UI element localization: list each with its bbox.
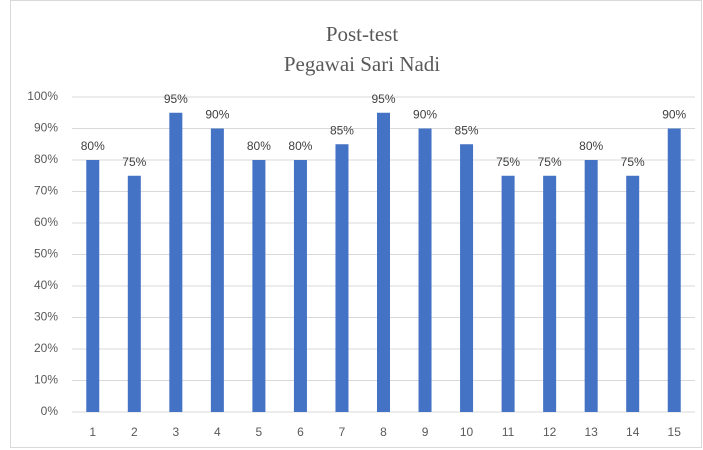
y-tick-label: 80% [34,152,58,166]
value-label: 90% [205,108,229,122]
x-tick-label: 5 [256,425,263,439]
bar [501,175,515,412]
y-tick-label: 30% [34,310,58,324]
value-label: 80% [288,139,312,153]
bar [127,175,141,412]
value-label: 75% [496,155,520,169]
y-tick-label: 90% [34,121,58,135]
x-tick-label: 13 [584,425,598,439]
value-label: 90% [662,108,686,122]
value-label: 95% [164,92,188,106]
x-tick-label: 8 [380,425,387,439]
x-tick-label: 3 [172,425,179,439]
x-tick-label: 10 [460,425,474,439]
bar [418,128,432,412]
bar [169,112,183,412]
bar [252,160,266,412]
value-label: 80% [579,139,603,153]
y-tick-label: 0% [41,404,59,418]
x-tick-label: 11 [502,425,515,439]
bar [86,160,100,412]
value-label: 75% [538,155,562,169]
bar [460,144,474,412]
x-tick-label: 14 [626,425,640,439]
x-tick-label: 1 [89,425,96,439]
value-label: 80% [81,139,105,153]
y-tick-label: 60% [34,215,58,229]
value-label: 90% [413,108,437,122]
y-tick-label: 20% [34,341,58,355]
y-tick-label: 100% [27,89,58,103]
x-tick-label: 15 [668,425,682,439]
bar [377,112,390,412]
bar [543,175,557,412]
x-tick-label: 9 [422,425,429,439]
bar [335,144,349,412]
value-label: 75% [621,155,645,169]
value-label: 85% [330,123,354,137]
bar [626,175,640,412]
value-label: 80% [247,139,271,153]
y-tick-label: 70% [34,184,58,198]
x-tick-label: 7 [339,425,346,439]
x-tick-label: 4 [214,425,221,439]
y-tick-label: 40% [34,278,58,292]
y-tick-label: 50% [34,247,58,261]
bar [584,160,598,412]
bar [210,128,224,412]
bar [667,128,681,412]
bar [293,160,307,412]
x-tick-label: 6 [297,425,304,439]
value-label: 75% [122,155,146,169]
value-label: 85% [455,123,479,137]
x-tick-label: 12 [543,425,557,439]
y-tick-label: 10% [34,373,58,387]
value-label: 95% [371,92,395,106]
chart-subtitle: Pegawai Sari Nadi [284,52,440,76]
chart-title: Post-test [326,22,399,46]
x-tick-label: 2 [131,425,138,439]
